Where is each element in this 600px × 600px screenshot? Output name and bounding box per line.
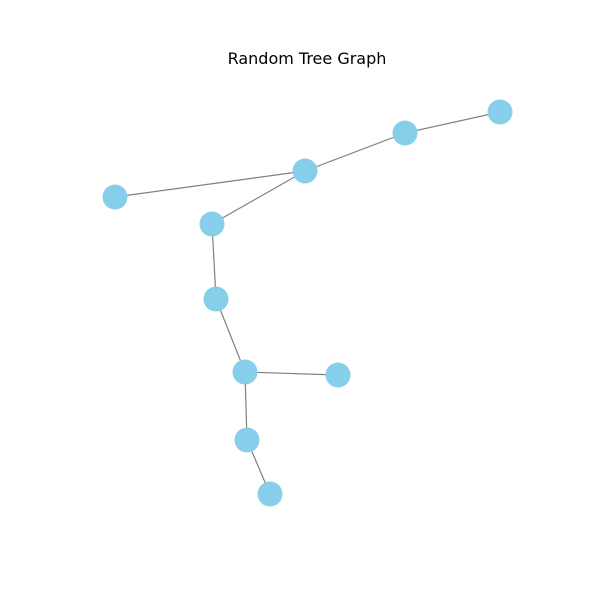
graph-edge <box>244 371 339 376</box>
graph-node <box>392 120 418 146</box>
graph-node <box>487 99 513 125</box>
graph-edge <box>215 298 246 373</box>
graph-node <box>257 481 283 507</box>
graph-edge <box>404 111 501 134</box>
graph-node <box>325 362 351 388</box>
graph-edge <box>114 170 306 198</box>
node-layer <box>102 99 513 507</box>
graph-edge <box>211 170 306 225</box>
graph-edge <box>211 223 217 300</box>
graph-node <box>292 158 318 184</box>
edge-layer <box>114 111 501 495</box>
graph-node <box>234 427 260 453</box>
graph-title: Random Tree Graph <box>228 49 387 68</box>
graph-node <box>232 359 258 385</box>
graph-node <box>102 184 128 210</box>
graph-edge <box>304 132 406 172</box>
graph-node <box>203 286 229 312</box>
graph-node <box>199 211 225 237</box>
